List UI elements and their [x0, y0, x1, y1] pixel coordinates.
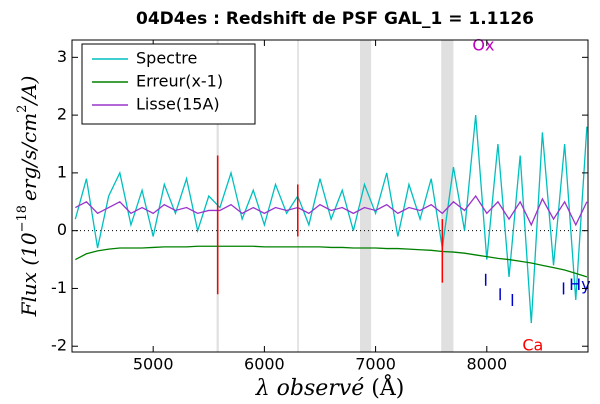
annotation: Ca: [522, 336, 543, 355]
annotation: Ox: [472, 35, 494, 54]
y-tick-label: -2: [51, 336, 67, 355]
legend-label: Spectre: [136, 49, 197, 68]
y-tick-label: -1: [51, 278, 67, 297]
sky-band: [360, 40, 372, 352]
legend-box: [81, 43, 256, 125]
y-label-unit: erg/s/cm: [17, 113, 41, 201]
x-label-pre: λ: [255, 376, 277, 400]
legend-label: Erreur(x-1): [136, 72, 223, 91]
y-label-unit-exp: 2: [15, 105, 30, 113]
series-line: [74, 115, 588, 324]
sky-band: [441, 40, 454, 352]
y-label-text: Flux (10: [17, 232, 41, 317]
x-tick-label: 5000: [133, 355, 174, 374]
legend-label: Lisse(15A): [136, 95, 220, 114]
x-tick-label: 6000: [244, 355, 285, 374]
y-label-exp: −18: [15, 205, 30, 232]
y-tick-label: 2: [57, 105, 67, 124]
y-tick-label: 3: [57, 47, 67, 66]
y-axis-label: Flux (10−18 erg/s/cm2/A): [15, 76, 41, 318]
x-axis-label: λ observé (Å): [255, 373, 405, 400]
chart-title: 04D4es : Redshift de PSF GAL_1 = 1.1126: [136, 9, 534, 29]
annotation: Hy: [569, 275, 591, 294]
x-label-text: observé: [277, 376, 365, 400]
y-tick-label: 1: [57, 162, 67, 181]
x-label-unit: (Å): [364, 373, 404, 400]
y-tick-label: 0: [57, 220, 67, 239]
legend: Spectre Erreur(x-1) Lisse(15A): [81, 43, 256, 125]
series-line: [75, 245, 588, 278]
series-line: [75, 194, 588, 227]
y-label-end: /A): [17, 76, 41, 107]
plot-area: [72, 40, 588, 352]
x-tick-label: 8000: [466, 355, 507, 374]
plot-frame: [71, 39, 589, 353]
x-tick-label: 7000: [355, 355, 396, 374]
